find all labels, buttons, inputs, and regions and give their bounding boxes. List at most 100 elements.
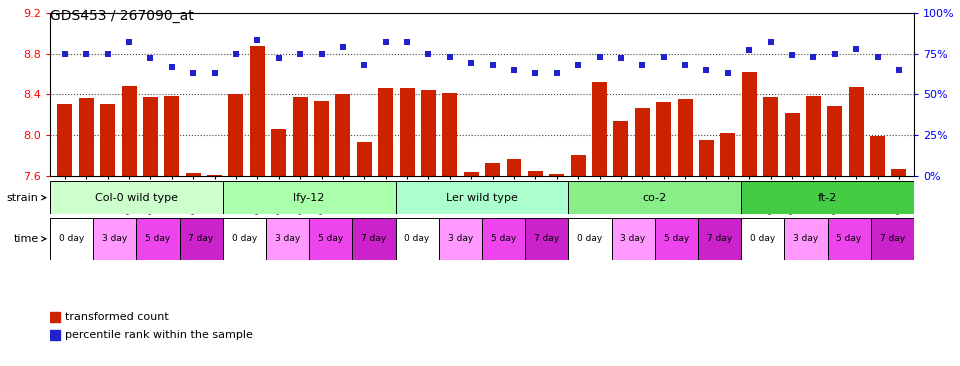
Text: 0 day: 0 day bbox=[59, 234, 84, 243]
Bar bbox=[352, 218, 396, 260]
Point bbox=[356, 62, 372, 68]
Bar bbox=[250, 46, 265, 176]
Bar bbox=[122, 86, 136, 176]
Point bbox=[164, 64, 180, 70]
Bar bbox=[612, 218, 655, 260]
Bar bbox=[507, 160, 521, 176]
Bar bbox=[50, 330, 60, 340]
Bar bbox=[378, 88, 394, 176]
Point bbox=[228, 51, 244, 56]
Point bbox=[207, 70, 223, 76]
Bar bbox=[871, 218, 914, 260]
Point bbox=[100, 51, 115, 56]
Point bbox=[592, 54, 608, 60]
Bar bbox=[741, 181, 914, 214]
Point bbox=[443, 54, 458, 60]
Text: transformed count: transformed count bbox=[65, 312, 169, 322]
Bar bbox=[870, 136, 885, 176]
Bar bbox=[228, 94, 244, 176]
Point bbox=[828, 51, 843, 56]
Bar bbox=[223, 181, 396, 214]
Point bbox=[570, 62, 586, 68]
Point bbox=[506, 67, 521, 73]
Bar bbox=[655, 218, 698, 260]
Bar bbox=[657, 102, 671, 176]
Bar bbox=[143, 97, 157, 176]
Text: 7 day: 7 day bbox=[361, 234, 387, 243]
Point bbox=[613, 56, 629, 61]
Text: 5 day: 5 day bbox=[663, 234, 689, 243]
Text: Ler wild type: Ler wild type bbox=[446, 193, 517, 203]
Bar bbox=[742, 72, 756, 176]
Point bbox=[635, 62, 650, 68]
Bar bbox=[50, 181, 223, 214]
Point bbox=[250, 38, 265, 44]
Text: percentile rank within the sample: percentile rank within the sample bbox=[65, 330, 253, 340]
Point bbox=[849, 46, 864, 52]
Text: 5 day: 5 day bbox=[836, 234, 862, 243]
Bar bbox=[482, 218, 525, 260]
Point bbox=[143, 56, 158, 61]
Bar bbox=[805, 96, 821, 176]
Point bbox=[293, 51, 308, 56]
Point bbox=[378, 39, 394, 45]
Bar bbox=[699, 140, 714, 176]
Bar bbox=[568, 218, 612, 260]
Bar bbox=[309, 218, 352, 260]
Bar bbox=[849, 87, 864, 176]
Point bbox=[720, 70, 735, 76]
Bar bbox=[525, 218, 568, 260]
Text: 5 day: 5 day bbox=[491, 234, 516, 243]
Text: time: time bbox=[13, 234, 46, 244]
Point bbox=[741, 47, 756, 53]
Bar bbox=[399, 88, 415, 176]
Text: co-2: co-2 bbox=[642, 193, 667, 203]
Bar bbox=[570, 155, 586, 176]
Text: lfy-12: lfy-12 bbox=[294, 193, 324, 203]
Bar bbox=[396, 181, 568, 214]
Bar bbox=[568, 181, 741, 214]
Bar bbox=[720, 133, 735, 176]
Bar bbox=[180, 218, 223, 260]
Point bbox=[420, 51, 436, 56]
Text: 3 day: 3 day bbox=[447, 234, 473, 243]
Bar bbox=[528, 171, 542, 176]
Bar bbox=[763, 97, 779, 176]
Point bbox=[58, 51, 73, 56]
Text: ft-2: ft-2 bbox=[818, 193, 837, 203]
Bar bbox=[100, 104, 115, 176]
Text: 3 day: 3 day bbox=[620, 234, 646, 243]
Bar bbox=[50, 312, 60, 322]
Point bbox=[678, 62, 693, 68]
Text: 0 day: 0 day bbox=[750, 234, 776, 243]
Point bbox=[335, 44, 350, 50]
Point bbox=[399, 39, 415, 45]
Bar bbox=[185, 173, 201, 176]
Text: 7 day: 7 day bbox=[879, 234, 905, 243]
Bar bbox=[50, 218, 93, 260]
Bar bbox=[164, 96, 180, 176]
Point bbox=[805, 54, 821, 60]
Bar bbox=[698, 218, 741, 260]
Point bbox=[549, 70, 564, 76]
Bar bbox=[828, 107, 842, 176]
Bar bbox=[207, 175, 222, 176]
Bar bbox=[396, 218, 439, 260]
Point bbox=[121, 39, 136, 45]
Bar bbox=[678, 99, 692, 176]
Bar bbox=[421, 90, 436, 176]
Point bbox=[784, 52, 800, 58]
Point bbox=[464, 60, 479, 66]
Point bbox=[271, 56, 286, 61]
Text: 0 day: 0 day bbox=[404, 234, 430, 243]
Bar bbox=[272, 129, 286, 176]
Text: 5 day: 5 day bbox=[318, 234, 344, 243]
Point bbox=[485, 62, 500, 68]
Point bbox=[870, 54, 885, 60]
Point bbox=[185, 70, 201, 76]
Text: 5 day: 5 day bbox=[145, 234, 171, 243]
Bar bbox=[293, 97, 307, 176]
Bar bbox=[784, 218, 828, 260]
Text: 3 day: 3 day bbox=[102, 234, 128, 243]
Text: 7 day: 7 day bbox=[707, 234, 732, 243]
